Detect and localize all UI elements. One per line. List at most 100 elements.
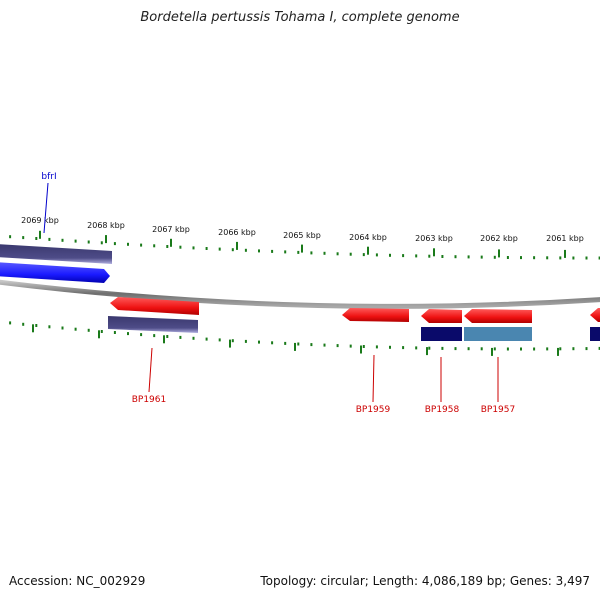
minor-tick xyxy=(244,248,247,252)
minor-tick xyxy=(9,235,12,239)
minor-tick xyxy=(441,346,444,350)
minor-tick xyxy=(336,344,339,348)
minor-tick xyxy=(9,321,12,325)
minor-tick xyxy=(349,344,352,348)
minor-tick xyxy=(428,254,431,258)
gene-label-BP1958[interactable]: BP1958 xyxy=(425,405,460,415)
minor-tick xyxy=(284,250,287,254)
minor-tick xyxy=(113,242,116,246)
upper-scale xyxy=(9,230,600,260)
minor-tick xyxy=(310,251,313,255)
gene-label-BP1957[interactable]: BP1957 xyxy=(481,405,516,415)
minor-tick xyxy=(546,347,549,351)
gene-arrow-BP1957[interactable] xyxy=(464,309,532,323)
minor-tick xyxy=(520,347,522,351)
minor-tick xyxy=(61,326,64,330)
minor-tick xyxy=(467,347,470,351)
minor-tick xyxy=(140,243,143,247)
tick-label-2068: 2068 kbp xyxy=(87,221,125,230)
minor-tick xyxy=(389,345,391,349)
major-tick xyxy=(236,241,238,250)
minor-tick xyxy=(415,346,418,350)
minor-tick xyxy=(362,253,365,257)
minor-tick xyxy=(153,334,156,338)
minor-tick xyxy=(598,256,600,260)
gene-label-bfrI[interactable]: bfrI xyxy=(41,172,56,182)
gene-label-BP1959[interactable]: BP1959 xyxy=(356,405,391,415)
minor-tick xyxy=(310,343,313,347)
minor-tick xyxy=(100,241,103,245)
major-tick xyxy=(557,347,559,356)
minor-tick xyxy=(480,347,483,351)
minor-tick xyxy=(297,250,300,254)
minor-tick xyxy=(323,343,326,347)
minor-tick xyxy=(140,333,143,337)
minor-tick xyxy=(192,246,195,250)
major-tick xyxy=(301,244,303,253)
minor-tick xyxy=(454,347,457,351)
minor-tick xyxy=(87,328,90,332)
minor-tick xyxy=(35,237,38,240)
cds-bar-bfrI[interactable] xyxy=(0,244,112,264)
minor-tick xyxy=(74,239,77,243)
gene-label-BP1961[interactable]: BP1961 xyxy=(132,395,167,405)
gene-arrow-BP1958[interactable] xyxy=(421,309,462,323)
minor-tick xyxy=(585,347,588,351)
minor-tick xyxy=(389,253,391,257)
minor-tick xyxy=(533,347,536,351)
minor-tick xyxy=(375,253,378,257)
major-tick xyxy=(170,238,172,247)
cds-bar-BP1957[interactable] xyxy=(464,327,532,341)
major-tick xyxy=(564,249,566,258)
tick-label-2062: 2062 kbp xyxy=(480,234,518,243)
minor-tick xyxy=(585,256,588,260)
major-tick xyxy=(360,345,362,354)
minor-tick xyxy=(480,255,483,259)
minor-tick xyxy=(572,256,575,260)
major-tick xyxy=(163,335,165,344)
minor-tick xyxy=(87,240,90,244)
minor-tick xyxy=(454,255,457,259)
cds-bar-BP1958[interactable] xyxy=(421,327,462,341)
minor-tick xyxy=(520,256,522,260)
minor-tick xyxy=(74,327,77,331)
minor-tick xyxy=(258,249,260,253)
minor-tick xyxy=(100,330,103,333)
cds-bar-BP1961[interactable] xyxy=(108,316,198,333)
gene-arrow-BP1959[interactable] xyxy=(342,308,409,322)
genome-summary-text: Topology: circular; Length: 4,086,189 bp… xyxy=(260,574,590,588)
minor-tick xyxy=(35,324,38,327)
minor-tick xyxy=(258,340,260,344)
major-tick xyxy=(491,347,493,356)
major-tick xyxy=(39,230,41,239)
minor-tick xyxy=(428,346,431,350)
minor-tick xyxy=(218,338,221,342)
minor-tick xyxy=(22,322,25,326)
minor-tick xyxy=(323,251,326,255)
minor-tick xyxy=(48,237,51,241)
major-tick xyxy=(433,248,435,257)
leader-line-BP1961 xyxy=(148,347,153,393)
minor-tick xyxy=(572,347,575,351)
minor-tick xyxy=(127,242,129,246)
gene-arrow-BP1961[interactable] xyxy=(110,297,199,315)
minor-tick xyxy=(179,245,182,249)
minor-tick xyxy=(297,342,300,346)
minor-tick xyxy=(113,331,116,334)
major-tick xyxy=(498,249,500,258)
gene-arrow-bfrI[interactable] xyxy=(0,262,110,283)
gene-arrow-edge[interactable] xyxy=(590,308,600,322)
minor-tick xyxy=(598,346,600,350)
minor-tick xyxy=(467,255,470,259)
minor-tick xyxy=(205,337,208,341)
minor-tick xyxy=(336,252,339,256)
minor-tick xyxy=(441,255,444,258)
map-title: Bordetella pertussis Tohama I, complete … xyxy=(140,10,460,25)
cds-bar-edge[interactable] xyxy=(590,327,600,341)
tick-label-2069: 2069 kbp xyxy=(21,216,59,225)
minor-tick xyxy=(415,254,418,258)
tick-label-2065: 2065 kbp xyxy=(283,231,321,240)
minor-tick xyxy=(179,335,182,339)
genome-backbone xyxy=(0,279,600,309)
